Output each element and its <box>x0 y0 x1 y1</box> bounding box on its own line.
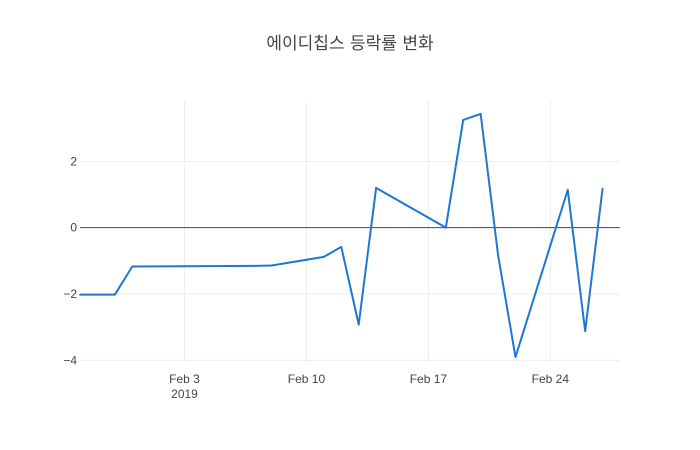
x-tick-label: Feb 10 <box>288 372 326 386</box>
x-tick-label: Feb 17 <box>410 372 448 386</box>
x-tick-sublabel: 2019 <box>171 387 198 401</box>
series-line <box>80 112 604 359</box>
data-point <box>497 254 499 256</box>
data-point <box>566 189 569 191</box>
data-point <box>462 119 465 121</box>
data-point <box>270 264 273 267</box>
data-point <box>357 323 360 326</box>
data-point <box>79 293 81 296</box>
data-point <box>479 113 482 115</box>
data-point <box>323 256 325 258</box>
series-layer <box>79 112 604 359</box>
data-point <box>375 187 377 189</box>
data-point <box>253 265 255 267</box>
data-point <box>584 330 586 332</box>
data-point <box>131 265 134 268</box>
data-point <box>445 226 447 229</box>
x-tick-label: Feb 3 <box>169 372 200 386</box>
data-point <box>514 356 517 358</box>
y-tick-label: −2 <box>63 287 77 301</box>
x-tick-label: Feb 24 <box>532 372 570 386</box>
y-tick-label: 0 <box>70 221 77 235</box>
data-point <box>340 246 343 248</box>
data-point <box>114 293 116 296</box>
y-tick-label: 2 <box>70 154 77 168</box>
data-point <box>601 187 604 190</box>
chart-title: 에이디칩스 등락률 변화 <box>266 34 434 54</box>
y-tick-label: −4 <box>63 353 77 367</box>
grid-layer <box>80 100 620 362</box>
